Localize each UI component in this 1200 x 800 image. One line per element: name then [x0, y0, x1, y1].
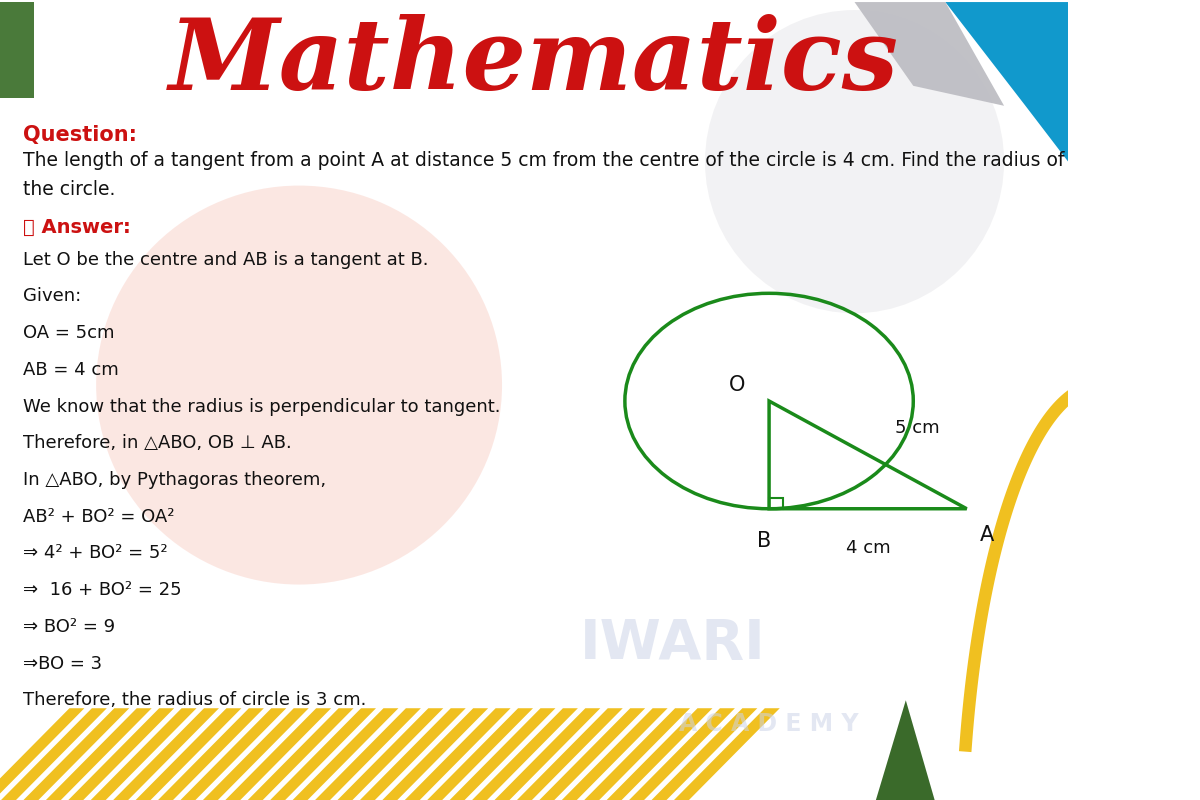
Polygon shape [158, 708, 264, 800]
Text: IWARI: IWARI [580, 618, 766, 671]
Polygon shape [226, 708, 331, 800]
Text: 📷 Answer:: 📷 Answer: [24, 218, 131, 237]
Text: Given:: Given: [24, 287, 82, 306]
Text: OA = 5cm: OA = 5cm [24, 324, 115, 342]
Text: O: O [730, 374, 745, 394]
Text: Therefore, in △ABO, OB ⊥ AB.: Therefore, in △ABO, OB ⊥ AB. [24, 434, 293, 452]
Polygon shape [180, 708, 287, 800]
Polygon shape [0, 708, 84, 800]
Text: ⇒  16 + BO² = 25: ⇒ 16 + BO² = 25 [24, 581, 182, 599]
Polygon shape [652, 708, 757, 800]
Polygon shape [946, 2, 1068, 162]
Polygon shape [427, 708, 533, 800]
Polygon shape [203, 708, 308, 800]
Polygon shape [383, 708, 488, 800]
Ellipse shape [704, 10, 1004, 314]
Text: Mathematics: Mathematics [169, 14, 899, 110]
Ellipse shape [96, 186, 502, 585]
Polygon shape [629, 708, 734, 800]
Polygon shape [584, 708, 690, 800]
Text: AB = 4 cm: AB = 4 cm [24, 361, 119, 379]
Polygon shape [337, 708, 443, 800]
Polygon shape [248, 708, 354, 800]
Text: Question:: Question: [24, 126, 138, 146]
Polygon shape [540, 708, 646, 800]
FancyBboxPatch shape [0, 2, 34, 98]
Text: 5 cm: 5 cm [894, 419, 940, 438]
Bar [769, 498, 782, 509]
Polygon shape [136, 708, 241, 800]
Text: A: A [979, 525, 994, 545]
Text: Let O be the centre and AB is a tangent at B.: Let O be the centre and AB is a tangent … [24, 250, 428, 269]
Polygon shape [494, 708, 600, 800]
Text: A C A D E M Y: A C A D E M Y [679, 712, 859, 736]
Polygon shape [1, 708, 107, 800]
Text: ⇒ 4² + BO² = 5²: ⇒ 4² + BO² = 5² [24, 545, 168, 562]
Polygon shape [876, 700, 935, 800]
Text: The length of a tangent from a point A at distance 5 cm from the centre of the c: The length of a tangent from a point A a… [24, 151, 1064, 199]
Polygon shape [360, 708, 466, 800]
Polygon shape [472, 708, 578, 800]
Polygon shape [91, 708, 197, 800]
Polygon shape [46, 708, 151, 800]
Text: We know that the radius is perpendicular to tangent.: We know that the radius is perpendicular… [24, 398, 500, 416]
Polygon shape [450, 708, 556, 800]
Polygon shape [607, 708, 713, 800]
Text: AB² + BO² = OA²: AB² + BO² = OA² [24, 508, 175, 526]
Text: B: B [757, 531, 770, 551]
Polygon shape [270, 708, 376, 800]
Polygon shape [113, 708, 218, 800]
Polygon shape [854, 2, 1004, 106]
Text: ⇒BO = 3: ⇒BO = 3 [24, 654, 103, 673]
Text: 4 cm: 4 cm [846, 539, 890, 557]
Polygon shape [316, 708, 421, 800]
Polygon shape [68, 708, 174, 800]
Polygon shape [517, 708, 623, 800]
Polygon shape [293, 708, 398, 800]
Polygon shape [674, 708, 780, 800]
Polygon shape [404, 708, 510, 800]
Text: In △ABO, by Pythagoras theorem,: In △ABO, by Pythagoras theorem, [24, 471, 326, 489]
Polygon shape [562, 708, 667, 800]
Text: Therefore, the radius of circle is 3 cm.: Therefore, the radius of circle is 3 cm. [24, 691, 367, 710]
Text: ⇒ BO² = 9: ⇒ BO² = 9 [24, 618, 115, 636]
Polygon shape [24, 708, 130, 800]
